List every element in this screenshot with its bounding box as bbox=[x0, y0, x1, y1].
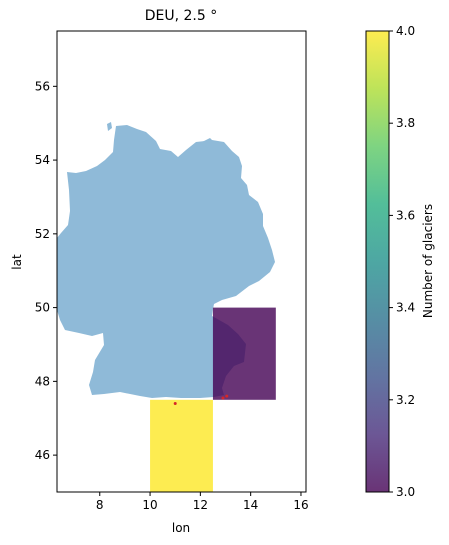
colorbar-tick-label: 3.8 bbox=[396, 116, 415, 130]
colorbar-tick-label: 3.4 bbox=[396, 301, 415, 315]
y-tick-label: 54 bbox=[35, 153, 50, 167]
glacier-point-1 bbox=[173, 401, 177, 405]
y-tick-label: 52 bbox=[35, 227, 50, 241]
x-tick-label: 16 bbox=[293, 498, 308, 512]
y-axis-label: lat bbox=[10, 254, 24, 270]
x-axis-label: lon bbox=[172, 521, 190, 535]
colorbar-tick-label: 4.0 bbox=[396, 24, 415, 38]
x-tick-label: 10 bbox=[142, 498, 157, 512]
glacier-point-2 bbox=[221, 396, 225, 400]
y-tick-label: 46 bbox=[35, 448, 50, 462]
country-island-1 bbox=[107, 122, 112, 131]
map-title: DEU, 2.5 ° bbox=[145, 8, 218, 24]
colorbar-tick-label: 3.0 bbox=[396, 485, 415, 499]
x-tick-label: 14 bbox=[243, 498, 258, 512]
colorbar-tick-label: 3.6 bbox=[396, 208, 415, 222]
x-tick-label: 8 bbox=[96, 498, 104, 512]
y-tick-label: 56 bbox=[35, 79, 50, 93]
y-tick-label: 48 bbox=[35, 374, 50, 388]
colorbar bbox=[365, 30, 390, 493]
glacier-points bbox=[173, 394, 229, 405]
y-tick-label: 50 bbox=[35, 301, 50, 315]
glacier-point-3 bbox=[225, 394, 229, 398]
country-island-2 bbox=[200, 138, 216, 148]
x-tick-label: 12 bbox=[193, 498, 208, 512]
y-axis-ticks: 46 48 50 52 54 56 bbox=[35, 79, 57, 462]
glacier-count-cell-1 bbox=[150, 399, 213, 492]
x-axis-ticks: 8 10 12 14 16 bbox=[96, 492, 309, 512]
colorbar-label: Number of glaciers bbox=[421, 204, 435, 318]
glacier-count-cells bbox=[150, 307, 276, 492]
colorbar-ticks: 3.0 3.2 3.4 3.6 3.8 4.0 bbox=[389, 24, 415, 499]
glacier-count-cell-2 bbox=[212, 307, 276, 400]
map-axes-frame bbox=[56, 30, 307, 493]
colorbar-tick-label: 3.2 bbox=[396, 393, 415, 407]
